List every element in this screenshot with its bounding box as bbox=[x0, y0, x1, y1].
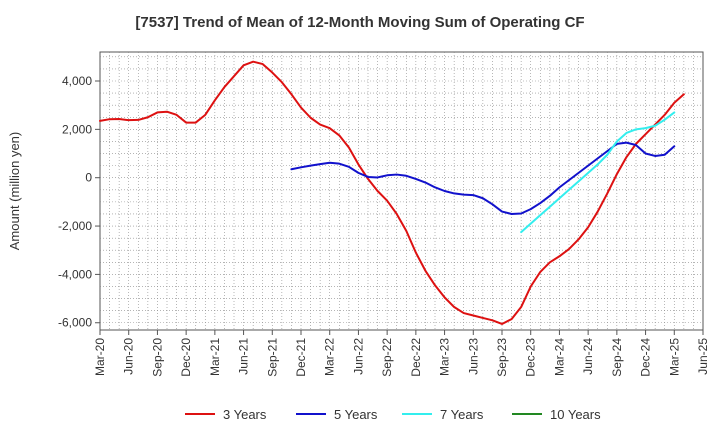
x-tick-label: Jun-20 bbox=[122, 338, 136, 375]
x-tick-label: Jun-25 bbox=[696, 338, 710, 375]
x-tick-label: Mar-23 bbox=[438, 338, 452, 376]
x-tick-label: Sep-21 bbox=[265, 338, 279, 377]
series-line-3-years bbox=[99, 60, 685, 325]
x-tick-label: Sep-20 bbox=[150, 338, 164, 377]
x-tick-label: Mar-25 bbox=[667, 338, 681, 376]
x-tick-label: Dec-20 bbox=[179, 338, 193, 377]
x-tick-label: Mar-21 bbox=[208, 338, 222, 376]
legend-label-3-years: 3 Years bbox=[223, 407, 267, 422]
x-tick-label: Dec-23 bbox=[524, 338, 538, 377]
series-line-7-years bbox=[520, 111, 676, 234]
x-tick-label: Mar-22 bbox=[323, 338, 337, 376]
legend-label-5-years: 5 Years bbox=[334, 407, 378, 422]
y-axis-label: Amount (million yen) bbox=[7, 132, 22, 251]
series-lines bbox=[99, 60, 685, 325]
y-tick-label: -4,000 bbox=[58, 267, 92, 281]
x-tick-label: Sep-24 bbox=[610, 338, 624, 377]
x-tick-label: Dec-24 bbox=[639, 338, 653, 377]
grid-lines bbox=[100, 52, 703, 330]
x-tick-label: Jun-22 bbox=[351, 338, 365, 375]
y-tick-label: 4,000 bbox=[62, 74, 92, 88]
x-tick-label: Jun-21 bbox=[237, 338, 251, 375]
y-axis: 4,000 2,000 0 -2,000 -4,000 -6,000 bbox=[58, 74, 100, 330]
x-tick-label: Jun-24 bbox=[581, 338, 595, 375]
x-tick-label: Dec-21 bbox=[294, 338, 308, 377]
chart-title: [7537] Trend of Mean of 12-Month Moving … bbox=[135, 14, 584, 31]
x-tick-label: Sep-22 bbox=[380, 338, 394, 377]
x-tick-label: Dec-22 bbox=[409, 338, 423, 377]
legend: 3 Years 5 Years 7 Years 10 Years bbox=[185, 407, 601, 422]
legend-label-7-years: 7 Years bbox=[440, 407, 484, 422]
y-tick-label: 0 bbox=[85, 171, 92, 185]
x-tick-label: Mar-24 bbox=[552, 338, 566, 376]
y-tick-label: 2,000 bbox=[62, 122, 92, 136]
x-tick-label: Mar-20 bbox=[93, 338, 107, 376]
x-tick-label: Sep-23 bbox=[495, 338, 509, 377]
x-tick-label: Jun-23 bbox=[466, 338, 480, 375]
plot-frame bbox=[99, 51, 704, 331]
y-tick-label: -6,000 bbox=[58, 316, 92, 330]
legend-label-10-years: 10 Years bbox=[550, 407, 601, 422]
y-tick-label: -2,000 bbox=[58, 219, 92, 233]
x-axis: Mar-20 Jun-20 Sep-20 Dec-20 Mar-21 Jun-21 Sep-… bbox=[93, 330, 710, 377]
